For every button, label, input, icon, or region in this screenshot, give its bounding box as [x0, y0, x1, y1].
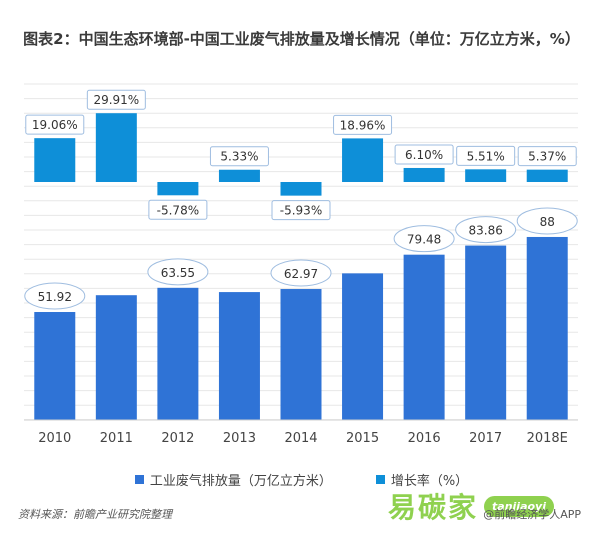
volume-bar [157, 287, 199, 420]
growth-bar [157, 182, 199, 196]
volume-label-bubble [147, 258, 209, 286]
x-tick-label: 2016 [408, 431, 441, 446]
volume-bar [95, 295, 137, 420]
volume-data-label: 83.86 [468, 224, 502, 238]
growth-data-label: 29.91% [93, 93, 139, 107]
x-tick-label: 2011 [100, 431, 133, 446]
growth-bar [465, 169, 507, 182]
watermark-logo: 易碳家 tanjiaoyi [388, 486, 554, 526]
legend-item-volume: 工业废气排放量（万亿立方米） [134, 470, 332, 489]
growth-data-label: -5.78% [157, 203, 199, 217]
growth-label-box [25, 114, 85, 135]
volume-data-label: 62.97 [284, 267, 318, 281]
volume-label-bubble [455, 216, 517, 244]
growth-bar [280, 182, 322, 196]
volume-bar [218, 292, 260, 420]
source-note: 资料来源：前瞻产业研究院整理 [18, 508, 172, 521]
growth-label-box [148, 199, 208, 220]
growth-bar [34, 138, 76, 182]
growth-label-box [333, 114, 393, 135]
legend-item-growth: 增长率（%） [375, 470, 469, 489]
legend-label-growth: 增长率（%） [390, 474, 469, 489]
volume-bar [280, 289, 322, 420]
volume-data-label: 79.48 [407, 233, 441, 247]
x-tick-label: 2017 [469, 431, 502, 446]
x-tick-label: 2014 [284, 431, 317, 446]
volume-data-label: 51.92 [38, 290, 72, 304]
growth-bar [218, 169, 260, 182]
x-tick-label: 2010 [38, 431, 71, 446]
growth-bar [526, 169, 568, 182]
legend-swatch-volume [134, 475, 144, 484]
chart-title: 图表2：中国生态环境部-中国工业废气排放量及增长情况（单位：万亿立方米，%） [23, 30, 580, 48]
growth-data-label: 5.37% [528, 150, 566, 164]
volume-bar [465, 245, 507, 420]
volume-data-label: 63.55 [161, 266, 195, 280]
volume-data-label: 88 [540, 215, 555, 229]
growth-data-label: 6.10% [405, 148, 443, 162]
legend-swatch-growth [375, 475, 385, 484]
growth-data-label: 18.96% [340, 118, 386, 132]
x-tick-label: 2015 [346, 431, 379, 446]
volume-label-bubble [516, 207, 578, 235]
volume-label-bubble [24, 282, 86, 310]
growth-bar [403, 167, 445, 182]
growth-data-label: -5.93% [280, 204, 322, 218]
growth-label-box [517, 146, 577, 167]
growth-data-label: 5.33% [220, 150, 258, 164]
growth-label-box [86, 89, 146, 110]
growth-label-box [209, 146, 269, 167]
x-tick-label: 2012 [161, 431, 194, 446]
volume-bar [403, 254, 445, 420]
x-tick-label: 2013 [223, 431, 256, 446]
watermark-badge: tanjiaoyi [484, 495, 554, 517]
growth-label-box [271, 200, 331, 221]
growth-data-label: 19.06% [32, 118, 78, 132]
growth-label-box [394, 144, 454, 165]
chart-legend: 工业废气排放量（万亿立方米） 增长率（%） [0, 470, 603, 489]
volume-bar [34, 312, 76, 420]
watermark-text: 易碳家 [388, 491, 479, 524]
x-tick-label: 2018E [527, 431, 568, 446]
volume-bar [342, 273, 384, 420]
legend-label-volume: 工业废气排放量（万亿立方米） [149, 474, 332, 489]
growth-bar [95, 113, 137, 182]
volume-label-bubble [270, 259, 332, 287]
growth-data-label: 5.51% [467, 149, 505, 163]
volume-label-bubble [393, 225, 455, 253]
credit-note: @前瞻经济学人APP [483, 508, 581, 521]
growth-label-box [456, 145, 516, 166]
growth-bar [342, 138, 384, 182]
volume-bar [526, 236, 568, 420]
